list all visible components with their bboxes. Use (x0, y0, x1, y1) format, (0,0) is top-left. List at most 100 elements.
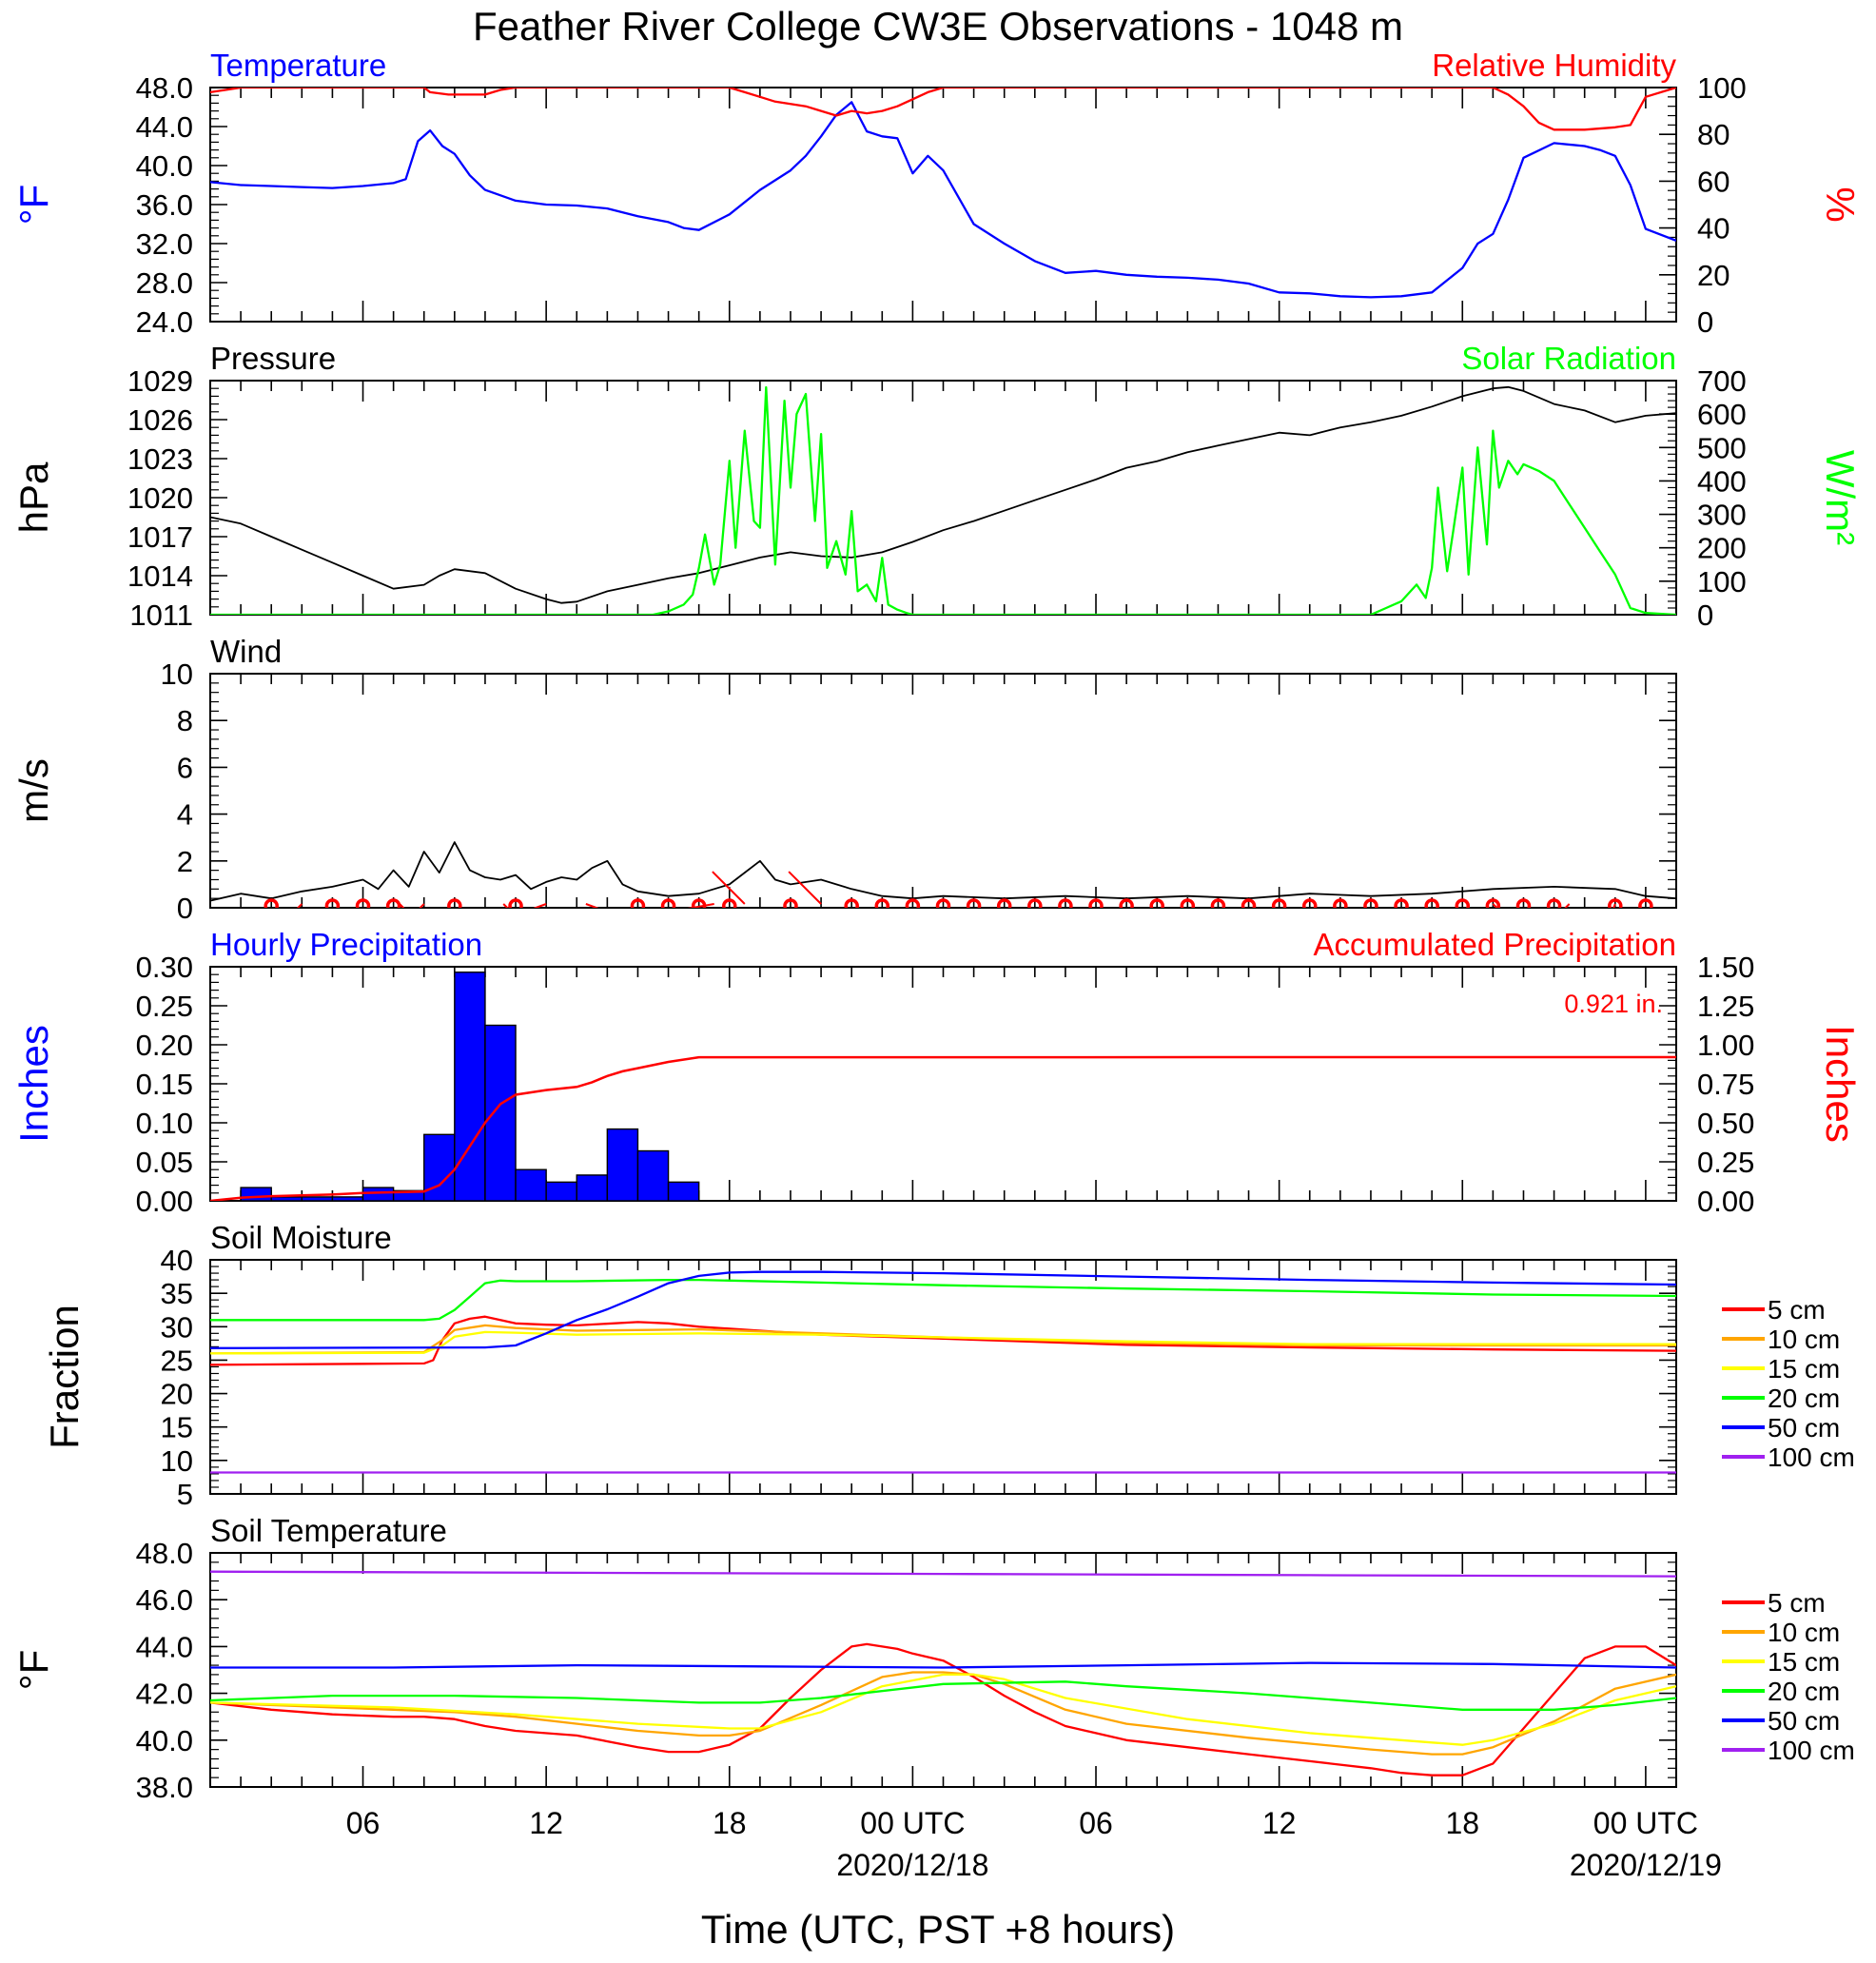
x-tick-label: 18 (1445, 1806, 1479, 1840)
series-line (210, 1055, 1676, 1201)
calm-marker (722, 898, 737, 908)
y-tick-label-left: 25 (161, 1344, 193, 1377)
y-tick-label-left: 2 (177, 845, 193, 878)
y-tick-label-right: 0.00 (1697, 1185, 1754, 1218)
precip-bar (484, 1024, 517, 1201)
y-tick-label-right: 200 (1697, 532, 1747, 565)
y-tick-label-left: 15 (161, 1411, 193, 1444)
calm-marker (691, 898, 707, 908)
y-tick-label-right: 0 (1697, 599, 1713, 632)
precip-bar (240, 1187, 272, 1201)
calm-marker (874, 898, 890, 908)
series-line (210, 101, 1676, 299)
plot-area (210, 1570, 1676, 1777)
calm-marker (1546, 898, 1562, 908)
y-tick-label-left: 0.25 (136, 990, 193, 1023)
chart-title: Feather River College CW3E Observations … (473, 4, 1403, 49)
calm-marker (324, 898, 341, 908)
y-tick-label-right: 500 (1697, 431, 1747, 464)
calm-marker (1485, 898, 1501, 908)
x-tick-label: 06 (346, 1806, 381, 1840)
y-tick-label-right: 1.50 (1697, 951, 1754, 984)
y-tick-label-left: 5 (177, 1478, 193, 1511)
calm-marker (1424, 898, 1439, 908)
y-tick-label-left: 44.0 (136, 110, 193, 144)
legend-label: 10 cm (1768, 1325, 1840, 1354)
precip-bar (636, 1149, 670, 1201)
y-tick-label-right: 40 (1697, 212, 1729, 245)
y-axis-label-left: Inches (11, 1025, 56, 1143)
y-tick-label-left: 0.10 (136, 1107, 193, 1140)
panel-frame (209, 1552, 1677, 1788)
y-tick-label-right: 0.50 (1697, 1107, 1754, 1140)
y-tick-label-right: 400 (1697, 464, 1747, 498)
legend-label: 5 cm (1768, 1295, 1826, 1325)
y-tick-label-right: 300 (1697, 499, 1747, 532)
precip-bar (667, 1181, 700, 1201)
legend-label: 5 cm (1768, 1588, 1826, 1618)
y-tick-label-left: 40 (161, 1244, 193, 1277)
panel-title-left: Soil Temperature (210, 1513, 447, 1548)
panel-precipitation: 0.00 0.05 0.10 0.15 0.20 0.25 0.30 0.00 0.25 0.50… (11, 927, 1863, 1218)
y-tick-label-right: 100 (1697, 565, 1747, 599)
legend-label: 50 cm (1768, 1413, 1840, 1443)
wind-barb (585, 903, 599, 908)
y-tick-label-right: 0 (1697, 305, 1713, 339)
x-axis-label: Time (UTC, PST +8 hours) (701, 1907, 1175, 1952)
calm-marker (1363, 898, 1378, 908)
time-axis: 06 12 18 00 UTC 2020/12/18 06 12 18 00 UTC 2020/1… (346, 1806, 1722, 1882)
precip-bar (545, 1181, 577, 1201)
y-tick-label-right: 80 (1697, 118, 1729, 151)
plot-area (210, 1270, 1676, 1474)
y-tick-label-left: 48.0 (136, 1537, 193, 1570)
legend-label: 20 cm (1768, 1677, 1840, 1706)
y-tick-label-left: 6 (177, 751, 193, 784)
calm-marker (630, 898, 646, 908)
y-tick-label-right: 20 (1697, 259, 1729, 292)
y-tick-label-left: 1026 (127, 403, 193, 437)
panel-frame (209, 87, 1677, 323)
y-tick-label-left: 4 (177, 798, 193, 832)
series-line (210, 1671, 1676, 1756)
series-line (210, 1570, 1676, 1578)
calm-marker (1180, 898, 1196, 908)
calm-marker (1027, 898, 1043, 908)
wind-barb (788, 871, 822, 905)
precip-bar (606, 1128, 639, 1201)
calm-marker (1210, 898, 1226, 908)
series-line (210, 1315, 1676, 1366)
y-tick-label-left: 1023 (127, 442, 193, 476)
precip-bar (331, 1196, 364, 1201)
series-line (210, 1680, 1676, 1711)
calm-marker (1241, 898, 1257, 908)
calm-marker (1119, 898, 1134, 908)
y-tick-label-left: 8 (177, 704, 193, 737)
calm-marker (385, 898, 401, 908)
x-tick-label: 00 UTC (860, 1806, 965, 1840)
y-axis-label-left: hPa (11, 461, 56, 533)
x-tick-label: 00 UTC (1593, 1806, 1698, 1840)
y-tick-label-left: 36.0 (136, 188, 193, 222)
plot-area (210, 385, 1676, 615)
calm-marker (1271, 898, 1287, 908)
precip-bar (576, 1174, 609, 1201)
calm-marker (264, 898, 279, 908)
panel-frame (209, 673, 1677, 909)
y-tick-label-left: 0.00 (136, 1185, 193, 1218)
panel-title-left: Pressure (210, 341, 336, 376)
series-line (210, 1661, 1676, 1669)
y-tick-label-left: 20 (161, 1378, 193, 1411)
y-tick-label-left: 1014 (127, 559, 193, 593)
calm-marker (966, 898, 982, 908)
calm-marker (1088, 898, 1104, 908)
series-line (210, 841, 1676, 902)
precip-bar (301, 1196, 334, 1201)
y-tick-label-left: 40.0 (136, 1724, 193, 1757)
panel-soil_temperature: 38.0 40.0 42.0 44.0 46.0 48.0 Soil Temperature… (11, 1513, 1855, 1804)
precip-bar (454, 972, 486, 1201)
y-tick-label-right: 600 (1697, 398, 1747, 431)
panel-pressure_solar: 1011 1014 1017 1020 1023 1026 1029 010020030040… (11, 341, 1863, 632)
accum-annotation: 0.921 in. (1564, 990, 1663, 1018)
